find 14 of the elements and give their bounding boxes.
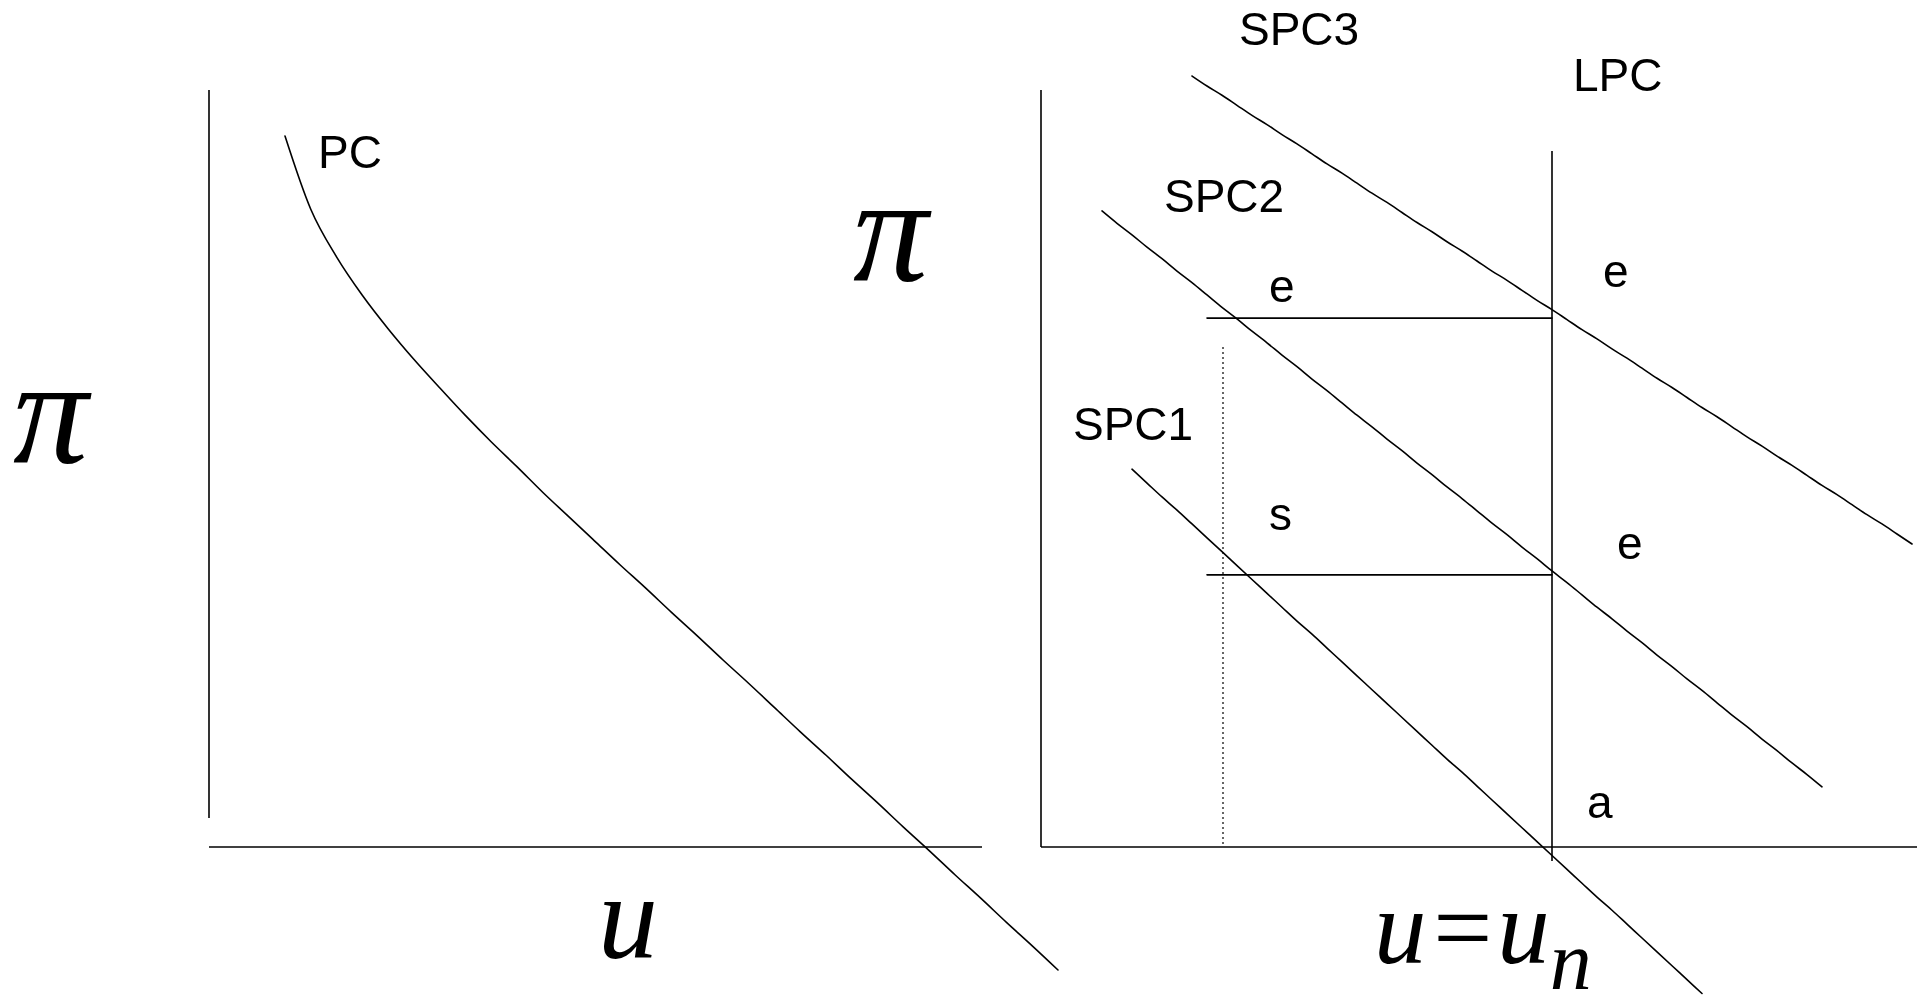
x-axis-title: u [598, 851, 658, 984]
series-label: SPC1 [1073, 398, 1194, 450]
annotation: a [1587, 776, 1613, 828]
series-label: SPC2 [1164, 170, 1285, 222]
y-axis-title: π [853, 147, 932, 313]
annotation: e [1617, 517, 1643, 569]
series-label: SPC3 [1239, 3, 1360, 55]
annotation: e [1603, 245, 1629, 297]
y-axis-title: π [13, 329, 92, 495]
x-axis-title: u=u$_{n}$ [1374, 869, 1592, 997]
annotation: LPC [1573, 49, 1663, 101]
annotation: s [1269, 487, 1292, 540]
annotation: e [1269, 260, 1295, 313]
series-label: PC [318, 126, 382, 178]
